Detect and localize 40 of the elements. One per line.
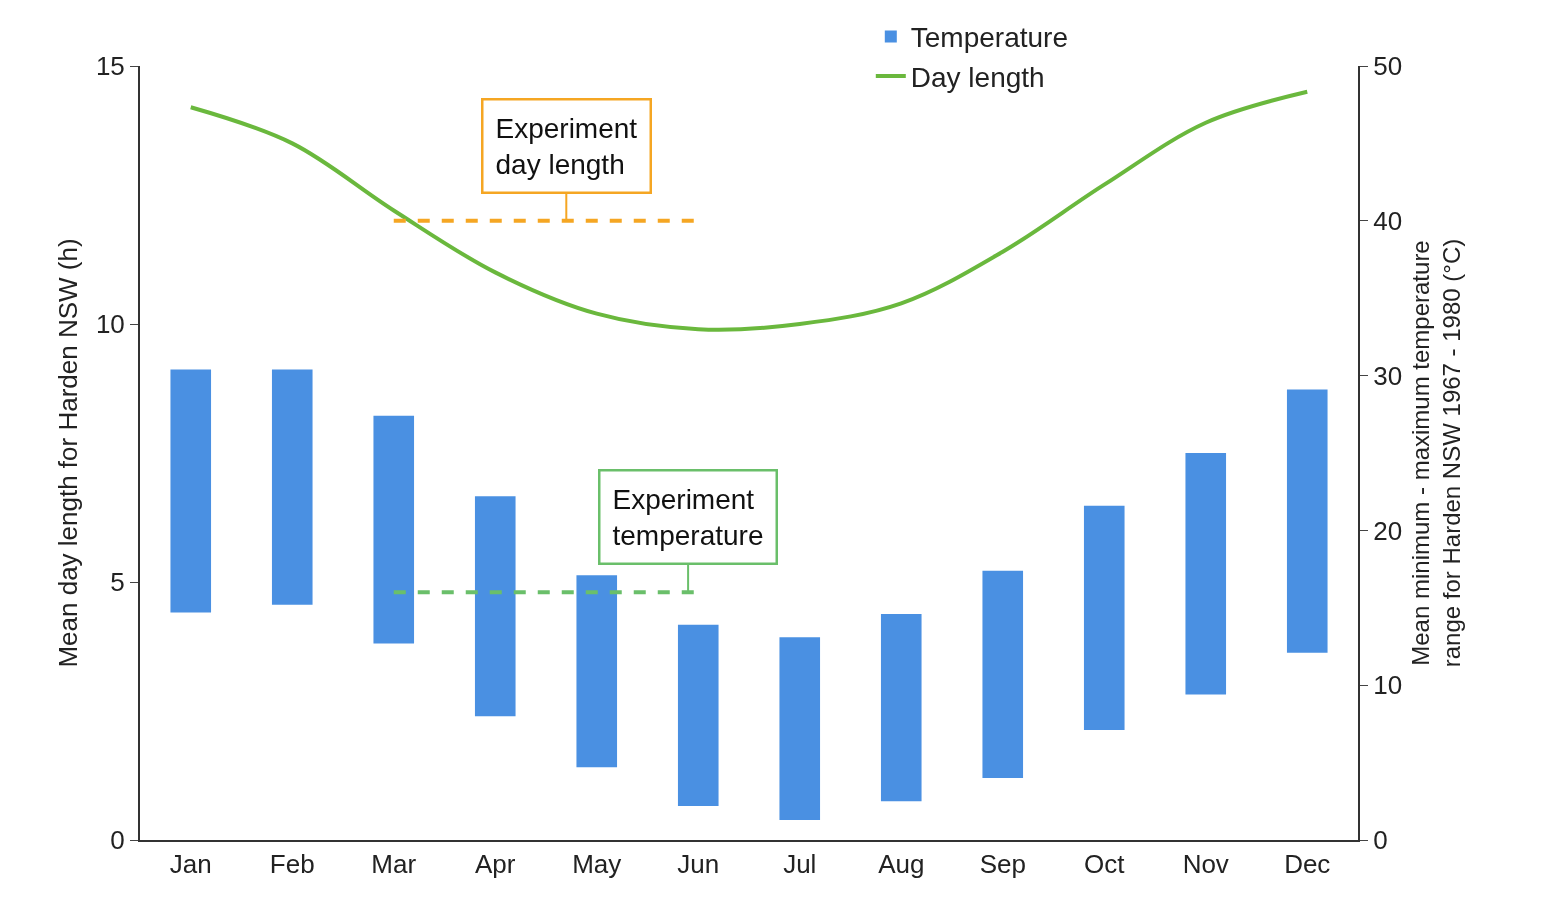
- x-tick-label: Sep: [979, 849, 1026, 880]
- x-tick-label: Nov: [1182, 849, 1229, 880]
- bar: [677, 624, 719, 806]
- y2-tick-label: 50: [1373, 51, 1403, 82]
- bar: [880, 613, 922, 802]
- x-tick-label: Jan: [169, 849, 212, 880]
- y2-tick-label: 0: [1373, 825, 1388, 856]
- ref-line-label: Experiment temperature: [612, 483, 764, 551]
- bar: [576, 575, 618, 768]
- bar: [1286, 389, 1328, 653]
- ref-line-label: Experiment day length: [495, 112, 638, 180]
- x-tick-label: Jun: [677, 849, 720, 880]
- bar: [474, 496, 516, 717]
- y-tick-label: 0: [110, 825, 125, 856]
- bar: [170, 369, 212, 613]
- x-tick-label: Feb: [269, 849, 315, 880]
- bar: [271, 369, 313, 605]
- y-axis-title: Mean day length for Harden NSW (h): [53, 238, 83, 668]
- bar: [373, 415, 415, 644]
- y2-tick-label: 30: [1373, 360, 1403, 391]
- x-tick-label: May: [572, 849, 622, 880]
- y-tick-label: 15: [95, 51, 125, 82]
- x-tick-label: Dec: [1284, 849, 1331, 880]
- bar: [1185, 453, 1227, 695]
- x-tick-label: Apr: [475, 849, 516, 880]
- x-tick-label: Aug: [878, 849, 925, 880]
- y-tick-label: 10: [95, 309, 125, 340]
- y2-tick-label: 20: [1373, 515, 1403, 546]
- x-tick-label: Oct: [1084, 849, 1126, 880]
- bar: [779, 637, 821, 820]
- bar: [982, 570, 1024, 779]
- bar: [1083, 505, 1125, 731]
- y-tick-label: 5: [110, 567, 125, 598]
- x-tick-label: Mar: [371, 849, 417, 880]
- legend-label: Temperature: [910, 22, 1068, 54]
- y2-tick-label: 10: [1373, 670, 1403, 701]
- x-tick-label: Jul: [783, 849, 817, 880]
- legend-label: Day length: [910, 61, 1045, 93]
- y2-axis-title: Mean minimum - maximum temperature range for Harden NSW 1967 - 1980 (°C): [1407, 238, 1466, 668]
- y2-tick-label: 40: [1373, 205, 1403, 236]
